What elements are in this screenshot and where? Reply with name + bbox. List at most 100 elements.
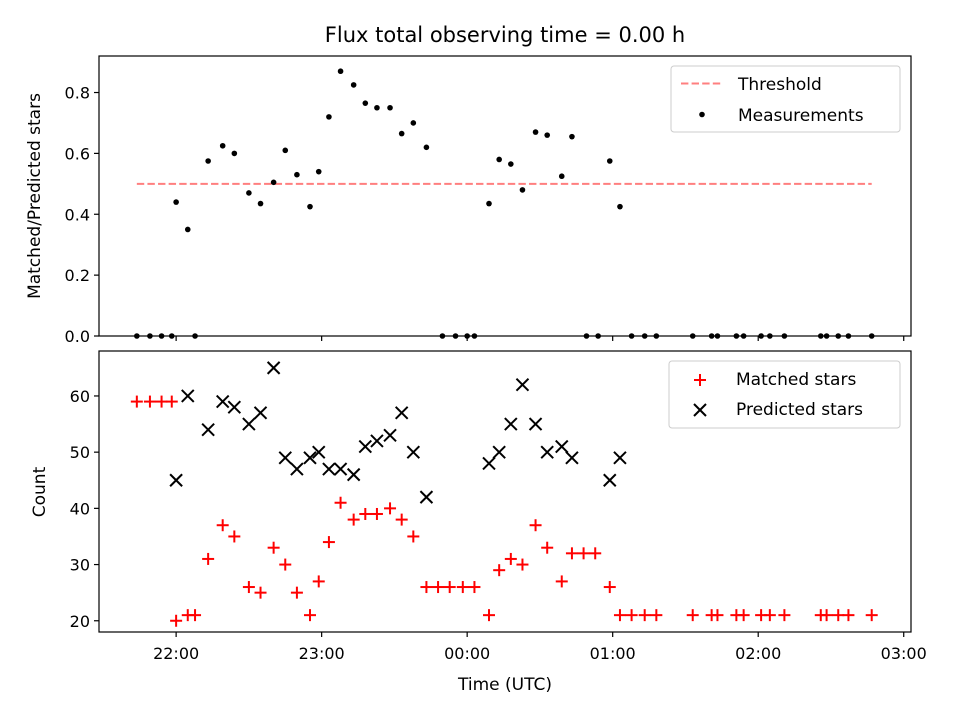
- predicted-point: [492, 445, 506, 459]
- measurement-point: [315, 168, 322, 175]
- count-y-ticks: 20 30 40 50 60: [70, 387, 99, 631]
- matched-point: [347, 513, 360, 526]
- measurement-point: [740, 333, 747, 339]
- measurement-point: [823, 333, 830, 339]
- legend-measurements-label: Measurements: [738, 106, 864, 126]
- matched-point: [865, 609, 878, 622]
- predicted-point: [253, 406, 268, 420]
- matched-point: [482, 609, 495, 622]
- matched-point: [842, 609, 855, 622]
- matched-point: [737, 609, 750, 622]
- x-tick-label: 01:00: [590, 644, 636, 663]
- legend-matched-swatch: [694, 374, 706, 386]
- measurement-point: [641, 333, 648, 339]
- measurement-point: [452, 333, 459, 339]
- matched-point: [456, 581, 469, 594]
- matched-point: [202, 552, 215, 565]
- matched-point: [170, 614, 183, 627]
- measurement-point: [282, 147, 289, 154]
- measurement-point: [423, 144, 430, 151]
- matched-point: [711, 609, 724, 622]
- measurement-point: [733, 333, 740, 339]
- predicted-point: [290, 462, 304, 476]
- predicted-point: [515, 378, 530, 392]
- matched-point: [613, 609, 626, 622]
- predicted-point: [169, 473, 183, 487]
- measurement-point: [173, 199, 179, 205]
- measurement-point: [192, 333, 198, 339]
- measurement-point: [486, 200, 492, 207]
- matched-point: [242, 581, 255, 594]
- predicted-point: [322, 462, 336, 476]
- matched-point: [165, 395, 178, 408]
- predicted-point: [346, 467, 361, 482]
- measurement-point: [270, 179, 277, 186]
- matched-point: [279, 558, 292, 571]
- predicted-point: [394, 406, 409, 420]
- measurement-point: [544, 132, 551, 138]
- predicted-point: [603, 473, 617, 487]
- matched-point: [395, 513, 408, 526]
- predicted-point: [528, 417, 543, 431]
- matched-point: [541, 541, 554, 554]
- x-tick-label: 22:00: [153, 644, 199, 663]
- measurement-point: [410, 120, 417, 126]
- measurement-point: [147, 333, 153, 339]
- measurement-point: [758, 333, 764, 339]
- matched-point: [516, 558, 529, 571]
- measurement-point: [653, 333, 660, 339]
- ratio-legend: Threshold Measurements: [670, 65, 901, 133]
- predicted-point: [555, 439, 569, 454]
- matched-stars-series: [130, 395, 878, 627]
- predicted-point: [358, 439, 373, 454]
- matched-point: [359, 507, 372, 520]
- predicted-point: [312, 445, 326, 459]
- matched-point: [468, 581, 481, 594]
- predicted-point: [227, 400, 242, 414]
- predicted-point: [540, 445, 554, 459]
- measurement-point: [471, 333, 478, 339]
- predicted-point: [303, 451, 317, 465]
- measurement-point: [845, 333, 852, 339]
- measurement-point: [868, 333, 875, 339]
- matched-point: [603, 581, 616, 594]
- measurement-point: [246, 190, 252, 196]
- matched-point: [384, 502, 397, 515]
- measurement-point: [294, 171, 300, 178]
- x-axis-label: Time (UTC): [457, 675, 552, 695]
- count-y-tick-label: 30: [70, 556, 90, 575]
- matched-point: [625, 609, 638, 622]
- count-y-tick-label: 50: [70, 443, 90, 462]
- matched-point: [763, 609, 776, 622]
- measurement-point: [205, 158, 211, 164]
- ratio-plot-frame: [98, 55, 912, 337]
- predicted-point: [504, 417, 518, 431]
- measurement-point: [595, 333, 601, 339]
- matched-point: [555, 575, 568, 588]
- matched-point: [565, 547, 578, 560]
- matched-point: [267, 541, 280, 554]
- x-tick-label: 00:00: [444, 644, 490, 663]
- legend-matched-label: Matched stars: [736, 370, 856, 390]
- measurement-point: [835, 333, 842, 339]
- count-x-ticks: 22:00 23:00 00:00 01:00 02:00 03:00: [153, 632, 927, 663]
- x-tick-label: 02:00: [735, 644, 781, 663]
- legend-threshold-label: Threshold: [737, 75, 822, 95]
- matched-point: [686, 609, 699, 622]
- measurement-point: [606, 158, 613, 164]
- matched-point: [254, 586, 267, 599]
- matched-point: [370, 507, 383, 520]
- measurement-point: [558, 173, 565, 180]
- predicted-point: [613, 451, 627, 465]
- matched-point: [820, 609, 833, 622]
- predicted-point: [278, 451, 292, 465]
- matched-point: [304, 609, 317, 622]
- x-tick-label: 23:00: [299, 644, 345, 663]
- measurement-point: [767, 333, 773, 339]
- measurement-point: [496, 156, 502, 163]
- predicted-point: [406, 445, 421, 459]
- measurement-point: [387, 104, 393, 111]
- measurement-point: [532, 129, 539, 135]
- matched-point: [322, 536, 335, 549]
